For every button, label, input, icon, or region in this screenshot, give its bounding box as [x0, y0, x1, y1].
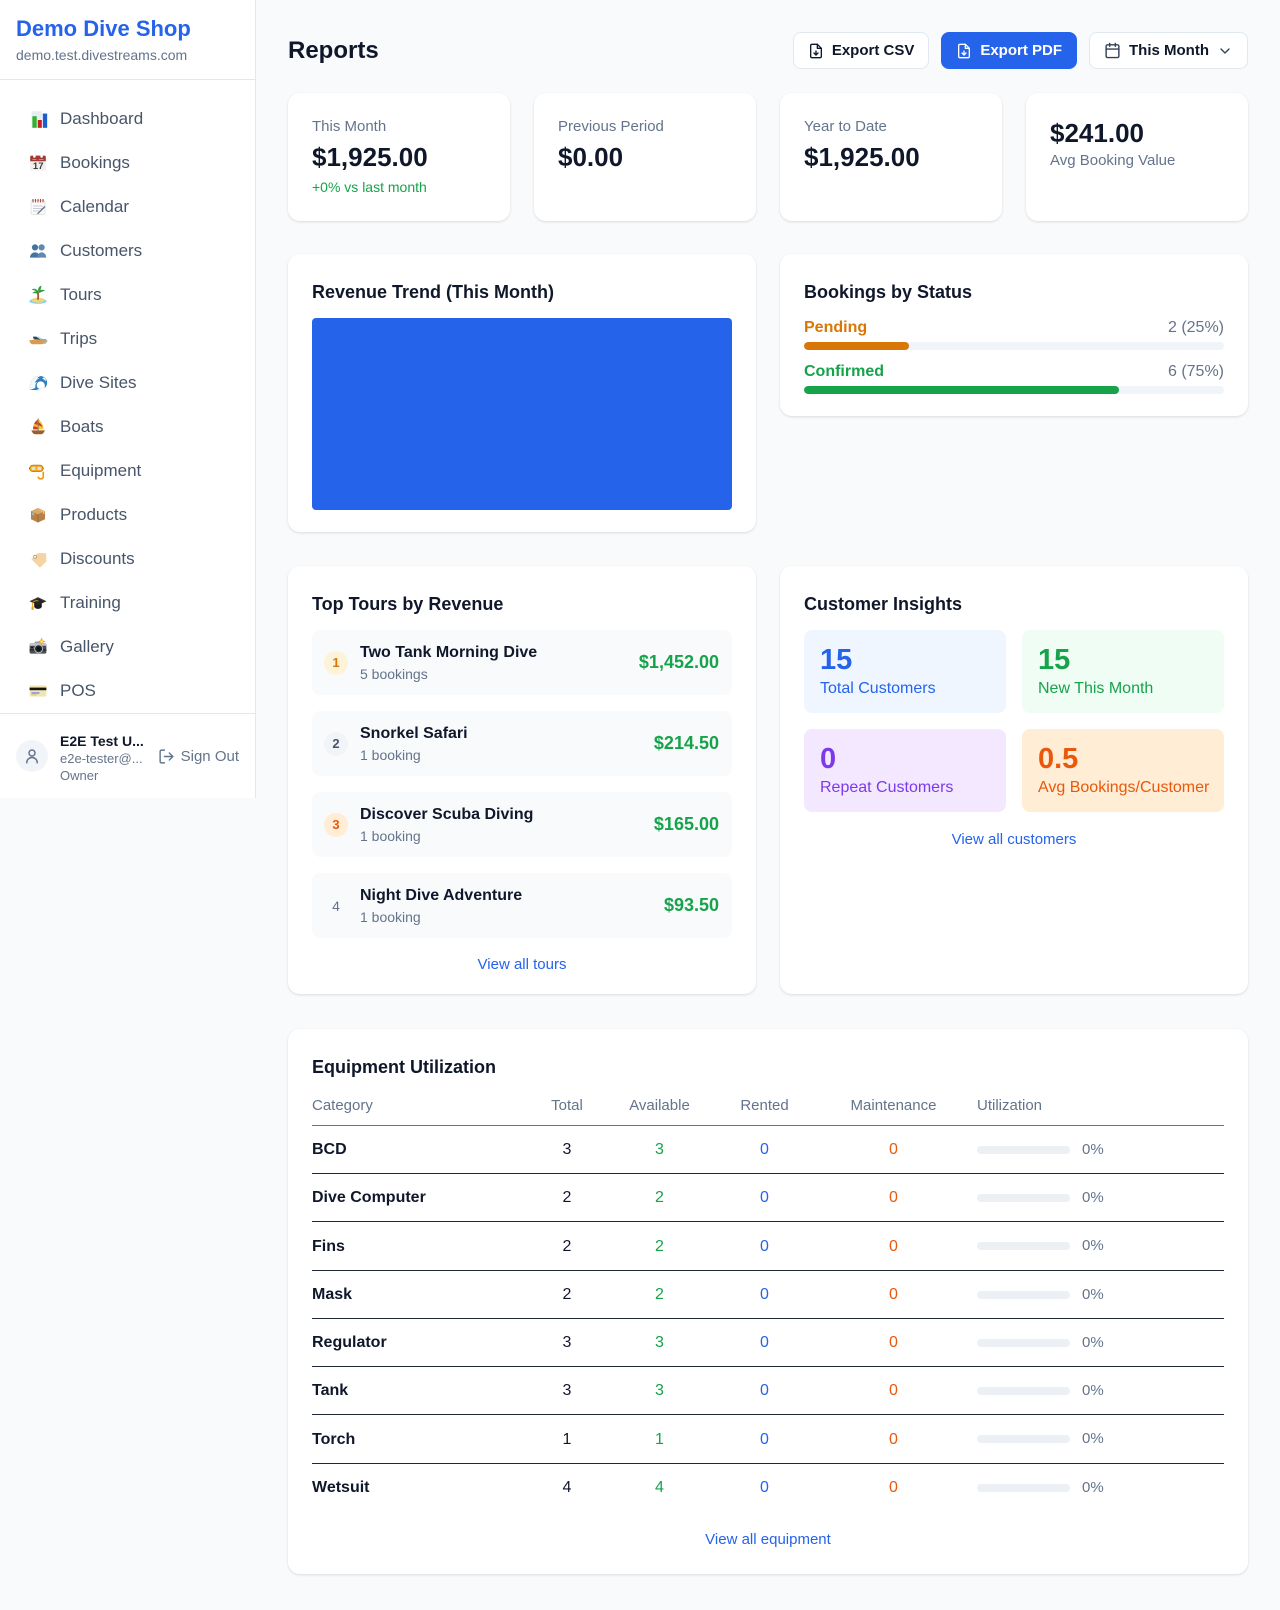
svg-text:17: 17 [33, 161, 44, 172]
